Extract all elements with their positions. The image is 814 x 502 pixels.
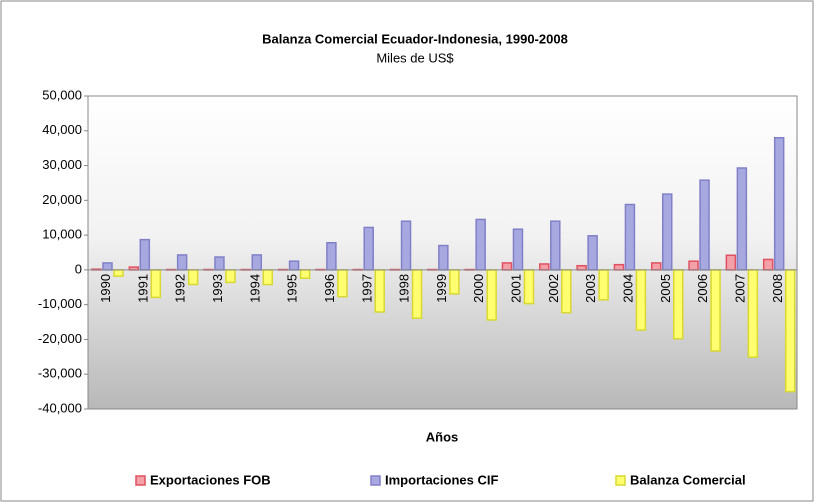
bar: [699, 179, 710, 271]
x-tick-label: 2005: [658, 274, 673, 303]
bar: [374, 269, 385, 313]
y-tick-label: -30,000: [38, 366, 82, 381]
chart-subtitle: Miles de US$: [376, 50, 454, 65]
bar: [561, 269, 572, 314]
bar: [214, 256, 225, 271]
bar: [650, 262, 662, 271]
x-tick-label: 1991: [135, 274, 150, 303]
bar: [299, 269, 311, 279]
bar: [449, 269, 460, 295]
bar: [113, 269, 124, 277]
bar: [326, 242, 337, 271]
bar: [624, 203, 636, 271]
legend-label: Importaciones CIF: [385, 472, 498, 487]
x-tick-label: 1992: [173, 274, 188, 303]
bar: [773, 136, 785, 271]
bar: [661, 193, 673, 271]
y-tick-label: -20,000: [38, 331, 82, 346]
bar: [501, 262, 513, 271]
legend-swatch: [370, 475, 381, 486]
bar: [363, 226, 374, 271]
bar: [475, 218, 486, 271]
bar: [139, 238, 151, 271]
bar: [613, 263, 625, 271]
bar: [762, 258, 774, 271]
x-tick-label: 2002: [546, 274, 561, 303]
bar: [262, 269, 274, 286]
bar: [576, 264, 587, 271]
x-tick-label: 1995: [285, 274, 300, 303]
bar: [438, 244, 449, 271]
legend-label: Balanza Comercial: [630, 472, 746, 487]
bar: [187, 269, 199, 286]
bar: [176, 254, 188, 271]
bar: [598, 269, 609, 301]
bar: [251, 254, 263, 271]
bar: [337, 269, 348, 298]
bar: [672, 269, 684, 340]
bar: [523, 269, 535, 305]
bar: [102, 262, 113, 271]
x-tick-label: 2001: [509, 274, 524, 303]
x-tick-label: 2006: [695, 274, 710, 303]
bar: [539, 263, 550, 271]
bar: [635, 269, 647, 331]
legend-label: Exportaciones FOB: [150, 472, 271, 487]
y-tick-label: 30,000: [42, 157, 82, 172]
bar: [710, 269, 721, 352]
bar: [150, 269, 162, 299]
bar: [688, 260, 699, 271]
y-tick-label: 20,000: [42, 192, 82, 207]
bar: [411, 269, 423, 319]
x-axis-label: Años: [426, 429, 459, 444]
x-tick-label: 1994: [247, 274, 262, 303]
bar: [288, 260, 300, 271]
bar: [550, 220, 561, 271]
x-tick-label: 1997: [359, 274, 374, 303]
bar: [725, 254, 737, 271]
x-tick-label: 1990: [98, 274, 113, 303]
bar: [400, 220, 412, 271]
x-tick-label: 1999: [434, 274, 449, 303]
bar: [587, 235, 598, 271]
bar: [225, 269, 236, 284]
x-tick-label: 2004: [621, 274, 636, 303]
x-tick-label: 2000: [471, 274, 486, 303]
bar: [512, 228, 524, 271]
y-tick-label: 50,000: [42, 87, 82, 102]
x-tick-label: 1998: [397, 274, 412, 303]
x-tick-label: 2003: [583, 274, 598, 303]
bar: [747, 269, 759, 358]
bar: [784, 269, 796, 393]
x-tick-label: 2007: [732, 274, 747, 303]
bar: [736, 167, 748, 271]
bar: [486, 269, 497, 321]
y-tick-label: -40,000: [38, 400, 82, 415]
chart-title: Balanza Comercial Ecuador-Indonesia, 199…: [262, 31, 568, 46]
y-tick-label: 40,000: [42, 122, 82, 137]
x-tick-label: 1996: [322, 274, 337, 303]
y-tick-label: 0: [75, 261, 82, 276]
y-tick-label: 10,000: [42, 227, 82, 242]
y-tick-label: -10,000: [38, 296, 82, 311]
legend-swatch: [135, 475, 146, 486]
x-tick-label: 2008: [770, 274, 785, 303]
x-tick-label: 1993: [210, 274, 225, 303]
legend-swatch: [615, 475, 626, 486]
